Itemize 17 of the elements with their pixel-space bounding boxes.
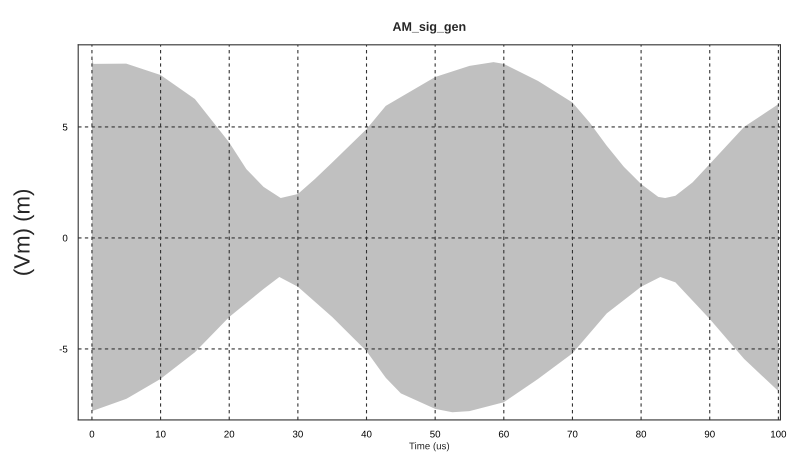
x-tick-label: 20 bbox=[224, 430, 234, 438]
y-tick-label: 0 bbox=[62, 234, 68, 242]
x-tick-label: 30 bbox=[292, 430, 303, 438]
x-tick-label: 40 bbox=[361, 430, 372, 438]
x-tick-label: 100 bbox=[771, 430, 786, 438]
x-tick-label: 10 bbox=[156, 430, 166, 438]
x-tick-label: 0 bbox=[90, 430, 94, 438]
y-tick-label: 5 bbox=[62, 124, 68, 131]
y-tick-label: -5 bbox=[60, 346, 68, 353]
chart-title: AM_sig_gen bbox=[392, 22, 466, 34]
x-tick-label: 80 bbox=[636, 430, 646, 438]
y-axis-title: (Vm) (m) bbox=[13, 190, 34, 275]
x-tick-label: 60 bbox=[498, 430, 509, 438]
x-tick-label: 90 bbox=[704, 430, 715, 438]
x-tick-label: 70 bbox=[568, 430, 578, 438]
x-axis-title: Time (us) bbox=[409, 442, 450, 452]
x-tick-label: 50 bbox=[430, 430, 440, 438]
